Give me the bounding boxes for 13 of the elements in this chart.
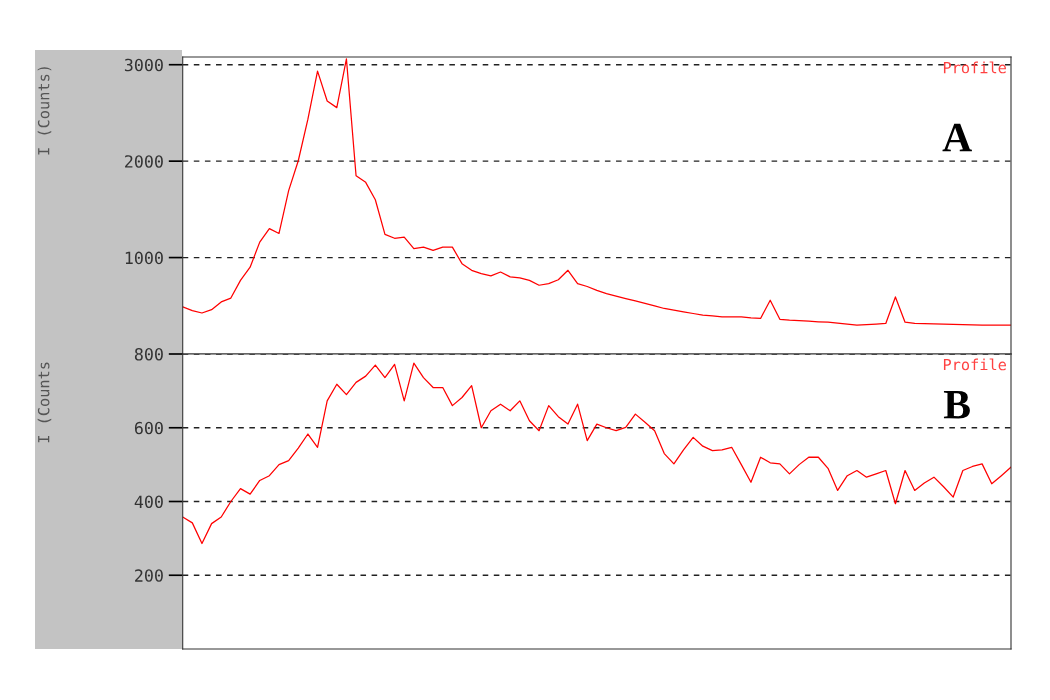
y-tick-label: 2000: [125, 155, 163, 168]
annotation: Profile: [943, 358, 1006, 371]
y-tick-label: 400: [134, 495, 163, 509]
annotation: Profile: [943, 61, 1006, 74]
y-tick-label: 800: [134, 348, 163, 361]
y-axis-title: I (Counts): [37, 67, 52, 155]
y-tick-label: 3000: [124, 58, 163, 72]
y-tick-label: 600: [134, 421, 163, 435]
annotation: B: [943, 391, 970, 419]
y-tick-label: 1000: [125, 251, 163, 265]
y-tick-label: 200: [135, 569, 163, 582]
annotation: A: [942, 123, 972, 152]
y-axis-title: I (Counts: [37, 362, 52, 443]
